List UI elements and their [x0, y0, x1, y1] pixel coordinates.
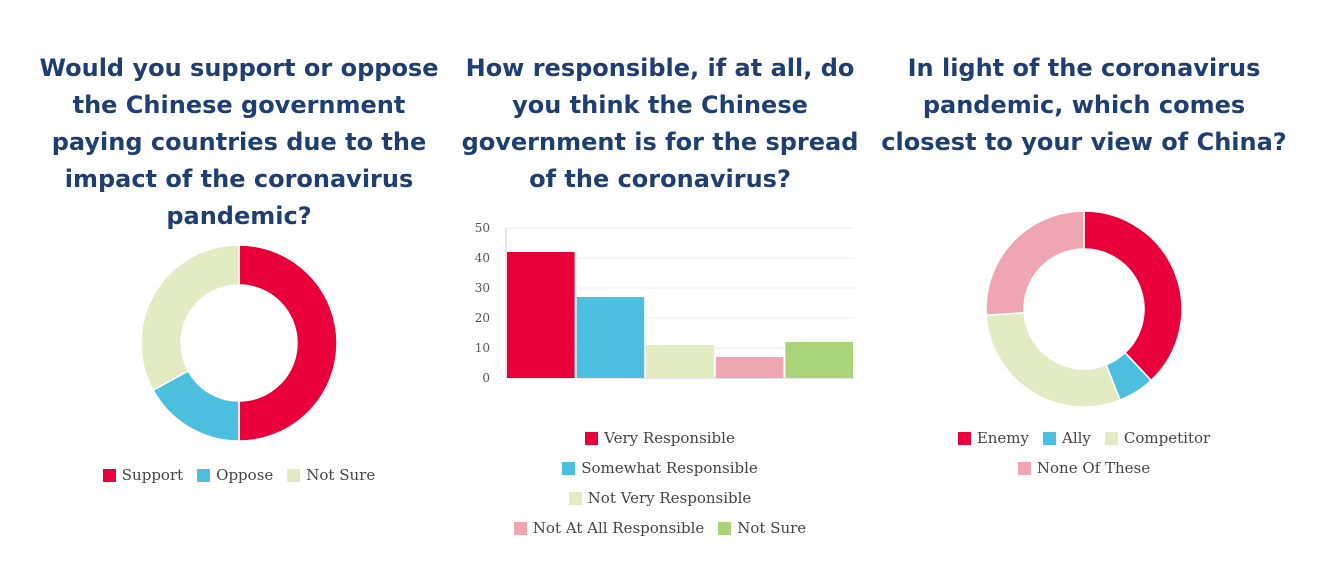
chart1-legend: Support Oppose Not Sure [35, 466, 443, 484]
legend-label: None Of These [1036, 459, 1151, 477]
chart3-legend-item: Ally [1043, 429, 1091, 447]
legend-label: Ally [1062, 429, 1091, 447]
chart3-donut [985, 210, 1183, 408]
chart3-legend-row-1: Enemy Ally Competitor [880, 429, 1288, 447]
y-tick-label: 10 [475, 341, 490, 355]
chart1-legend-item: Not Sure [287, 466, 375, 484]
y-tick-label: 40 [475, 251, 490, 265]
legend-swatch [197, 468, 211, 482]
chart2-legend-item: Not At All Responsible [513, 519, 705, 537]
legend-label: Very Responsible [604, 429, 735, 447]
y-tick-label: 0 [482, 371, 490, 385]
chart2-title: How responsible, if at all, do you think… [461, 54, 859, 193]
legend-swatch [957, 431, 971, 445]
bar-very-responsible [507, 252, 575, 378]
legend-swatch [1017, 461, 1031, 475]
chart3-title: In light of the coronavirus pandemic, wh… [881, 54, 1287, 156]
legend-label: Enemy [976, 429, 1029, 447]
chart3-legend-item: Enemy [957, 429, 1029, 447]
bar-not-at-all-responsible [715, 357, 784, 378]
legend-swatch [1104, 431, 1118, 445]
legend-label: Competitor [1123, 429, 1211, 447]
legend-swatch [287, 468, 301, 482]
chart1-title: Would you support or oppose the Chinese … [39, 54, 439, 230]
legend-swatch [718, 521, 732, 535]
chart1-legend-item: Support [102, 466, 184, 484]
chart3-legend-item: Competitor [1104, 429, 1211, 447]
legend-swatch [562, 461, 576, 475]
legend-label: Not Very Responsible [587, 489, 752, 507]
legend-label: Oppose [216, 466, 274, 484]
bar-not-very-responsible [646, 345, 714, 378]
bar-not-sure [785, 342, 853, 378]
y-tick-label: 20 [475, 311, 490, 325]
legend-label: Not At All Responsible [532, 519, 705, 537]
legend-swatch [1043, 431, 1056, 445]
legend-label: Support [121, 466, 184, 484]
chart2-legend-row-2: Somewhat Responsible [460, 459, 860, 477]
chart2-legend-row-3: Not Very Responsible [460, 489, 860, 507]
chart1-donut [140, 244, 338, 442]
legend-label: Not Sure [306, 466, 376, 484]
legend-label: Not Sure [737, 519, 807, 537]
chart2-legend-row-1: Very Responsible [460, 429, 860, 447]
legend-swatch [568, 491, 582, 505]
legend-swatch [585, 431, 599, 445]
bar-somewhat-responsible [576, 297, 645, 378]
donut-slice-not-sure [140, 244, 240, 392]
legend-label: Somewhat Responsible [581, 459, 758, 477]
chart2-bar-chart: 0 10 20 30 40 50 [475, 221, 854, 385]
y-tick-label: 50 [475, 221, 490, 235]
chart2-legend-row-4: Not At All Responsible Not Sure [460, 519, 860, 537]
y-tick-label: 30 [475, 281, 490, 295]
donut-slice-enemy [1083, 210, 1183, 382]
chart2-legend-item: Not Very Responsible [568, 489, 752, 507]
donut-slice-competitor [985, 311, 1122, 408]
donut-slice-support [238, 244, 338, 442]
legend-swatch [513, 521, 527, 535]
chart1-legend-item: Oppose [197, 466, 273, 484]
chart2-legend-item: Somewhat Responsible [562, 459, 758, 477]
legend-swatch [102, 468, 116, 482]
chart3-legend-row-2: None Of These [880, 459, 1288, 477]
chart3-legend-item: None Of These [1017, 459, 1151, 477]
chart2-legend-item: Not Sure [718, 519, 806, 537]
donut-slice-none-of-these [985, 210, 1085, 316]
chart2-legend-item: Very Responsible [585, 429, 735, 447]
